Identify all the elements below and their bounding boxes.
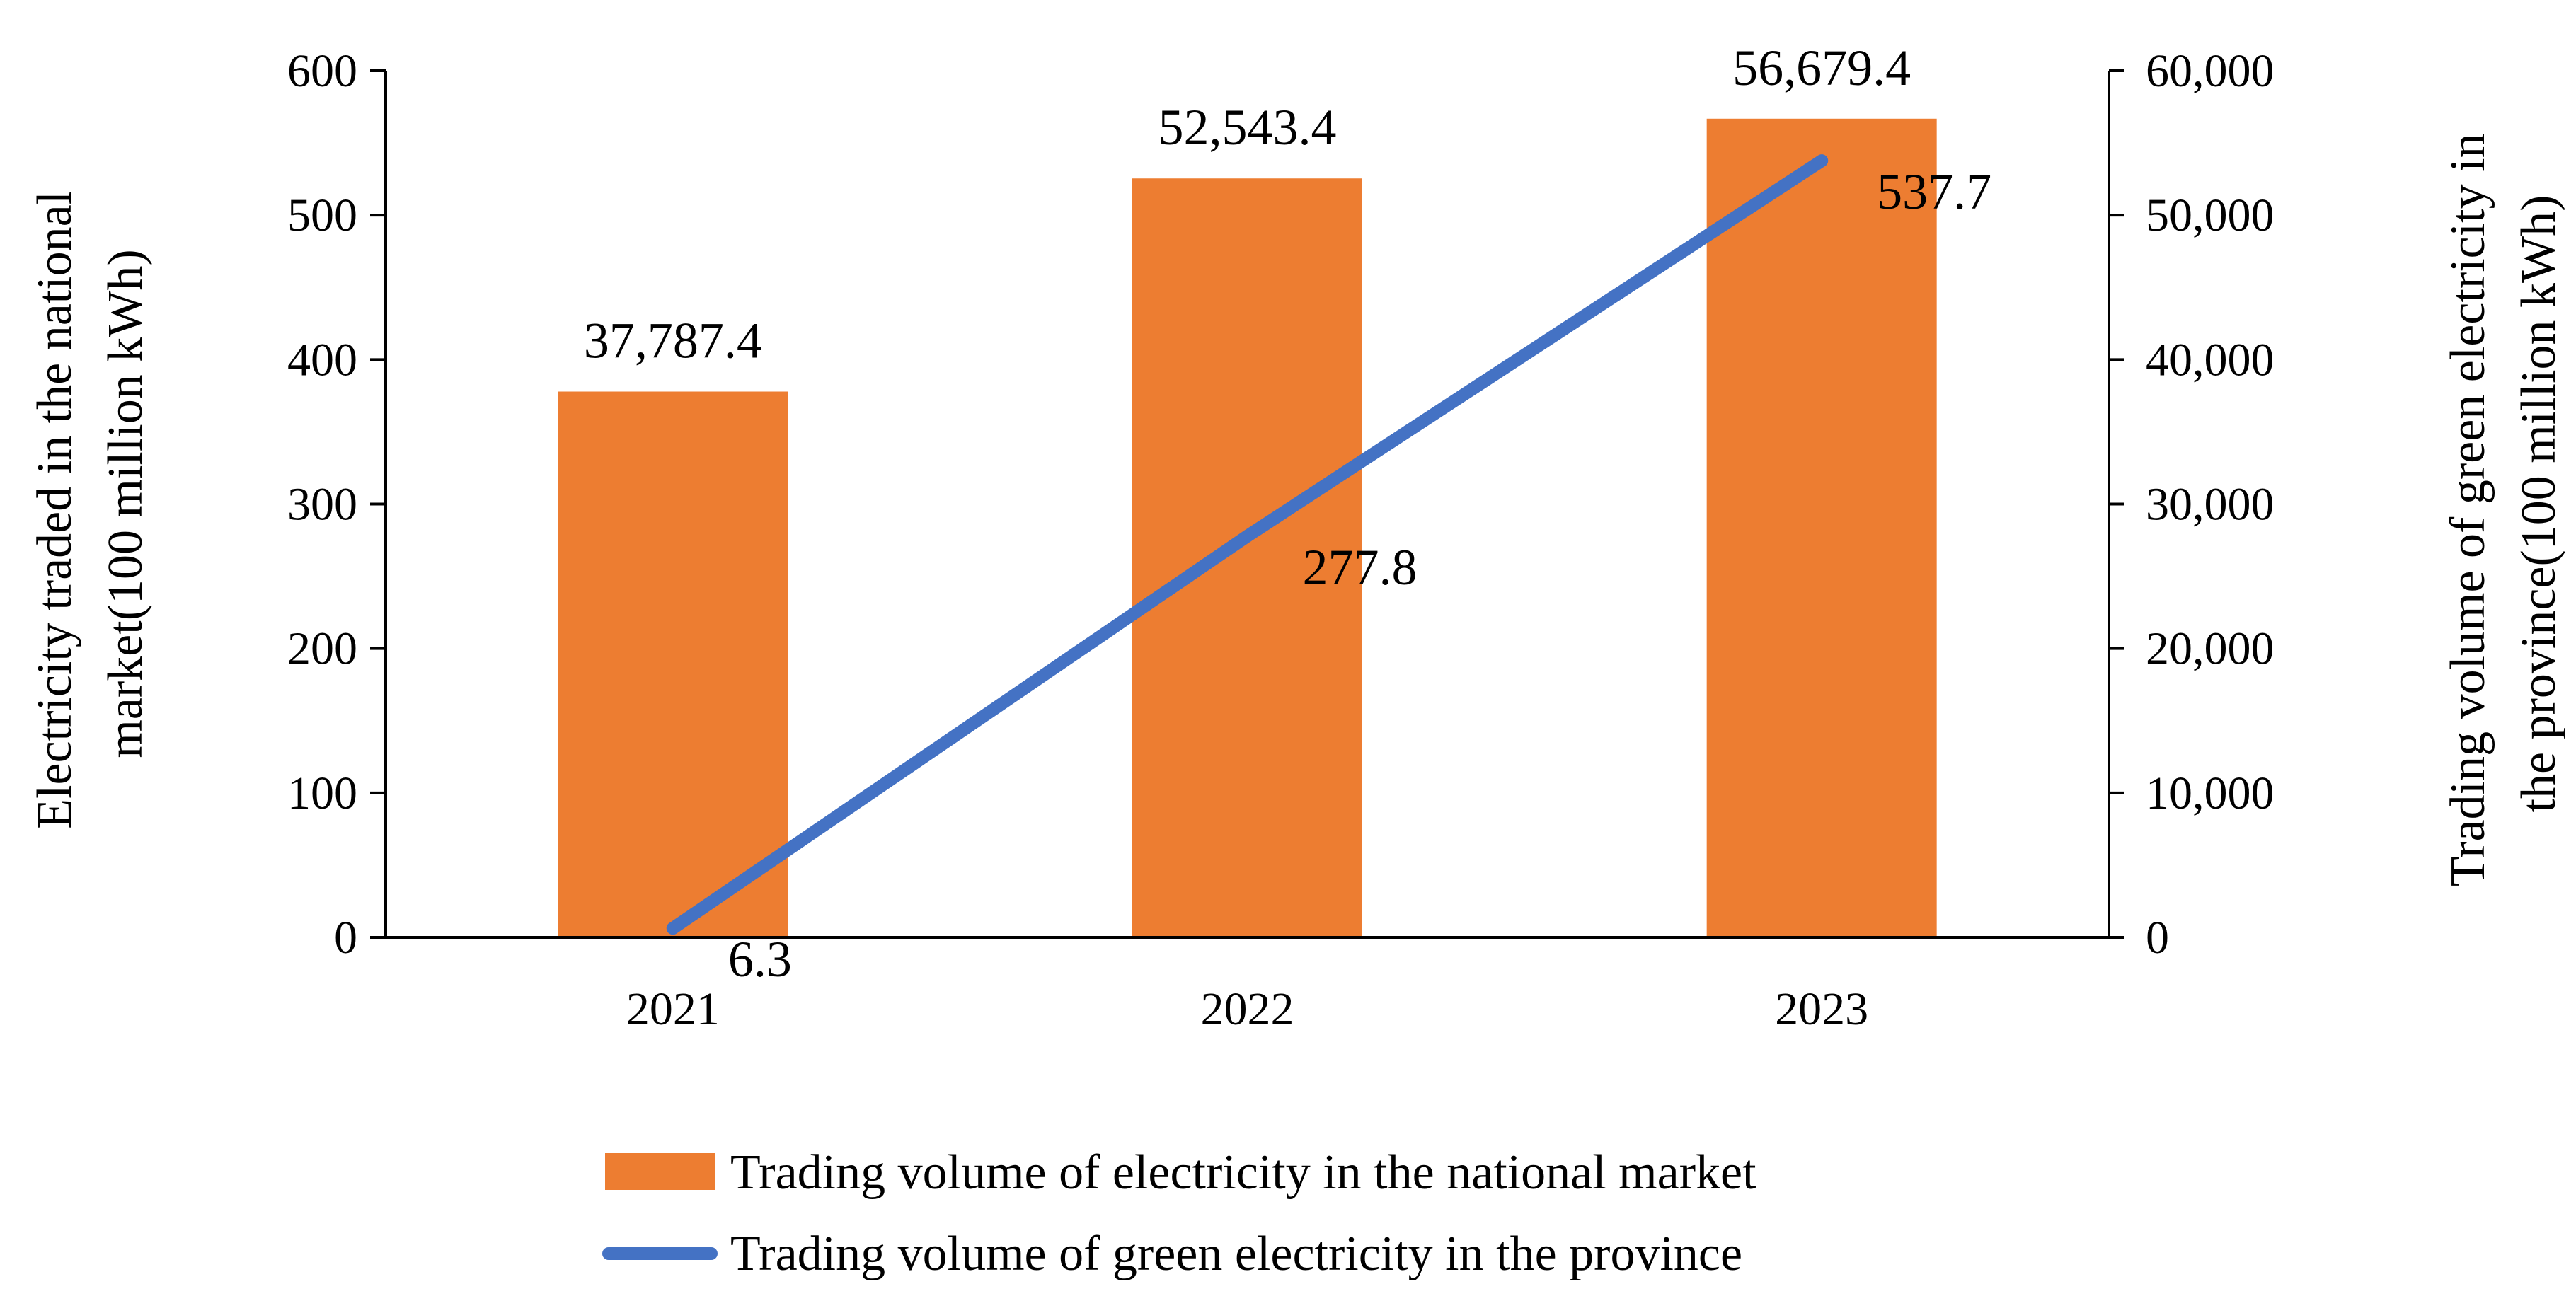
legend: Trading volume of electricity in the nat… [602,1145,1756,1281]
line-point [1241,529,1254,543]
x-axis-tick-label: 2022 [1201,983,1294,1035]
legend-item-bar: Trading volume of electricity in the nat… [605,1145,1756,1200]
left-axis-tick-label: 400 [287,334,357,386]
bar-data-label: 37,787.4 [584,313,762,369]
left-axis-tick-label: 600 [287,45,357,97]
line-point [1815,154,1829,168]
right-axis-title-line-2: the province(100 million kWh) [2512,195,2566,813]
left-axis-title: Electricity traded in the national marke… [28,178,153,828]
line-point [666,922,679,935]
axis-titles: Electricity traded in the national marke… [28,121,2566,886]
bar-series [558,118,1937,938]
right-axis-tick-label: 40,000 [2146,334,2275,386]
legend-item-line: Trading volume of green electricity in t… [602,1227,1742,1281]
legend-bar-swatch [605,1153,715,1190]
axis-ticks: 0 100 200 300 400 500 600 0 10,000 20,000 30,000 40… [287,45,2275,1035]
data-labels: 37,787.4 52,543.4 56,679.4 6.3 277.8 537.7 [584,40,1991,988]
legend-line-label: Trading volume of green electricity in t… [730,1227,1742,1281]
line-data-label: 537.7 [1877,163,1991,220]
line-series [666,154,1829,935]
bar-data-label: 56,679.4 [1732,40,1911,96]
left-axis-tick-label: 100 [287,768,357,819]
line-data-label: 6.3 [728,931,792,988]
bar [1706,118,1937,938]
right-axis-tick-label: 10,000 [2146,768,2275,819]
left-axis-tick-label: 200 [287,623,357,675]
left-axis-title-line-1: Electricity traded in the national [28,191,82,829]
bar [558,391,788,937]
x-axis-tick-label: 2023 [1775,983,1868,1035]
left-axis-tick-label: 500 [287,190,357,241]
right-axis-tick-label: 30,000 [2146,479,2275,531]
left-axis-tick-label: 300 [287,479,357,531]
right-axis-tick-label: 20,000 [2146,623,2275,675]
right-axis-tick-label: 0 [2146,912,2169,964]
right-axis-title: Trading volume of green electricity in t… [2441,121,2566,886]
bar [1132,178,1362,938]
right-axis-tick-label: 60,000 [2146,45,2275,97]
legend-bar-label: Trading volume of electricity in the nat… [730,1145,1756,1200]
left-axis-title-line-2: market(100 million kWh) [98,249,153,758]
right-axis-tick-label: 50,000 [2146,190,2275,241]
left-axis-tick-label: 0 [334,912,357,964]
bar-data-label: 52,543.4 [1158,99,1337,156]
line-data-label: 277.8 [1303,539,1418,596]
x-axis-tick-label: 2021 [626,983,720,1035]
right-axis-title-line-1: Trading volume of green electricity in [2441,133,2495,886]
